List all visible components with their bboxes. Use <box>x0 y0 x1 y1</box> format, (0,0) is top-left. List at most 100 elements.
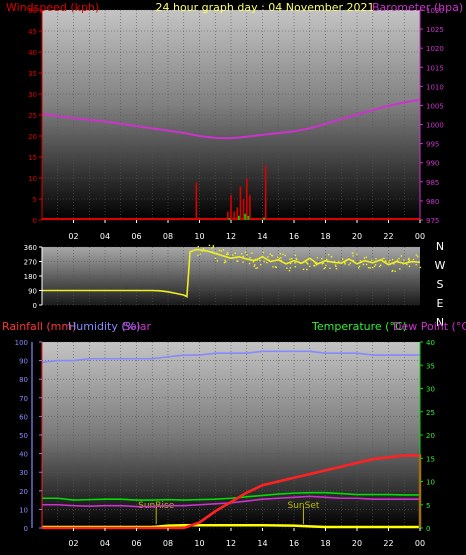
temperature-line <box>42 491 420 501</box>
sun-marker-label: SunSet <box>287 501 319 511</box>
windspeed-tick-label: 20 <box>28 133 37 141</box>
wind-direction-point <box>266 261 268 264</box>
x-tick-label: 20 <box>352 232 362 241</box>
wind-direction-point <box>232 254 234 256</box>
windspeed-tick-label: 0 <box>33 217 37 225</box>
wind-direction-point <box>343 261 346 264</box>
panel-rain-humidity-temperature: SunRise SunSet 01020304050607080901000510… <box>2 320 466 548</box>
wind-direction-point <box>278 257 281 260</box>
wind-direction-point <box>248 262 251 265</box>
wind-direction-point <box>367 266 370 269</box>
wind-direction-point <box>327 253 330 256</box>
barometer-axis-label: Barometer (hpa) <box>372 1 463 14</box>
wind-direction-point <box>383 257 385 259</box>
dewpoint-axis-label: Dew Point (°C) <box>393 320 466 333</box>
solar-axis-label: Solar <box>123 320 152 333</box>
wind-direction-point <box>352 259 355 262</box>
rainfall-line <box>42 454 422 530</box>
wind-direction-point <box>307 263 309 265</box>
humidity-line <box>41 350 420 364</box>
wind-direction-point <box>227 253 229 255</box>
wind-direction-point <box>388 261 390 263</box>
wind-direction-point <box>375 258 377 260</box>
wind-direction-point <box>280 257 282 259</box>
wind-direction-point <box>412 261 414 263</box>
wind-direction-point <box>256 259 258 261</box>
wind-direction-point <box>391 270 393 273</box>
wind-direction-point <box>242 255 244 258</box>
x-tick-label: 06 <box>131 232 141 241</box>
barometer-tick-label: 980 <box>426 198 439 206</box>
barometer-tick-label: 995 <box>426 141 439 149</box>
wind-direction-point <box>271 254 273 257</box>
wind-direction-point <box>348 264 350 266</box>
wind-direction-point <box>374 263 377 266</box>
barometer-tick-label: 1000 <box>426 122 444 130</box>
wind-direction-point <box>334 264 337 266</box>
windspeed-tick-label: 50 <box>28 7 37 15</box>
wind-direction-point <box>361 260 363 263</box>
wind-direction-point <box>406 263 408 266</box>
wind-direction-point <box>391 258 394 261</box>
wind-direction-point <box>400 255 403 257</box>
humidity-axis-label: Humidity (%) <box>68 320 140 333</box>
direction-tick-label: 90 <box>28 288 37 296</box>
wind-direction-point <box>254 258 257 261</box>
wind-direction-point <box>212 245 214 247</box>
wind-direction-point <box>399 268 401 270</box>
wind-direction-point <box>365 263 368 266</box>
x-tick-label: 12 <box>226 232 236 241</box>
wind-direction-point <box>220 250 222 252</box>
wind-direction-point <box>279 252 281 255</box>
wind-direction-point <box>224 259 226 262</box>
wind-direction-point <box>242 261 244 263</box>
wind-direction-point <box>294 254 297 257</box>
rainfall-tick-label: 30 <box>19 469 28 477</box>
wind-direction-point <box>306 268 308 271</box>
barometer-tick-label: 1030 <box>426 7 444 15</box>
barometer-tick-label: 1005 <box>426 102 444 110</box>
wind-direction-point <box>384 260 387 262</box>
wind-direction-point <box>389 259 391 262</box>
x-tick-label: 00 <box>415 232 425 241</box>
x-tick-label: 04 <box>100 539 110 548</box>
wind-direction-point <box>316 257 319 259</box>
wind-direction-point <box>199 253 201 255</box>
wind-direction-point <box>288 269 291 272</box>
x-tick-label: 12 <box>226 539 236 548</box>
rainfall-tick-label: 0 <box>24 525 28 533</box>
temperature-tick-label: 20 <box>426 432 435 440</box>
wind-direction-point <box>226 252 229 254</box>
temperature-tick-label: 5 <box>426 502 430 510</box>
wind-direction-point <box>408 257 410 260</box>
wind-direction-point <box>197 245 200 248</box>
barometer-tick-label: 975 <box>426 217 439 225</box>
wind-direction-point <box>274 266 277 268</box>
x-tick-label: 16 <box>289 539 299 548</box>
wind-direction-point <box>225 253 228 256</box>
wind-direction-point <box>378 265 381 268</box>
wind-direction-point <box>275 266 277 269</box>
wind-direction-point <box>252 261 255 263</box>
wind-direction-point <box>324 267 326 269</box>
barometer-tick-label: 1010 <box>426 83 444 91</box>
x-tick-label: 16 <box>289 232 299 241</box>
wind-direction-point <box>379 264 382 266</box>
x-tick-label: 06 <box>131 539 141 548</box>
temperature-tick-label: 15 <box>426 455 435 463</box>
wind-direction-point <box>231 257 233 259</box>
x-tick-label: 02 <box>68 539 78 548</box>
wind-direction-point <box>314 262 317 265</box>
wind-direction-point <box>387 263 389 265</box>
direction-tick-label: 360 <box>24 244 37 252</box>
barometer-tick-label: 1020 <box>426 45 444 53</box>
wind-direction-point <box>263 260 265 263</box>
wind-direction-point <box>315 264 318 266</box>
wind-direction-point <box>294 266 297 268</box>
wind-direction-point <box>340 262 343 264</box>
x-tick-label: 20 <box>352 539 362 548</box>
wind-direction-point <box>244 251 247 253</box>
wind-direction-point <box>335 268 338 270</box>
wind-direction-point <box>329 267 331 269</box>
